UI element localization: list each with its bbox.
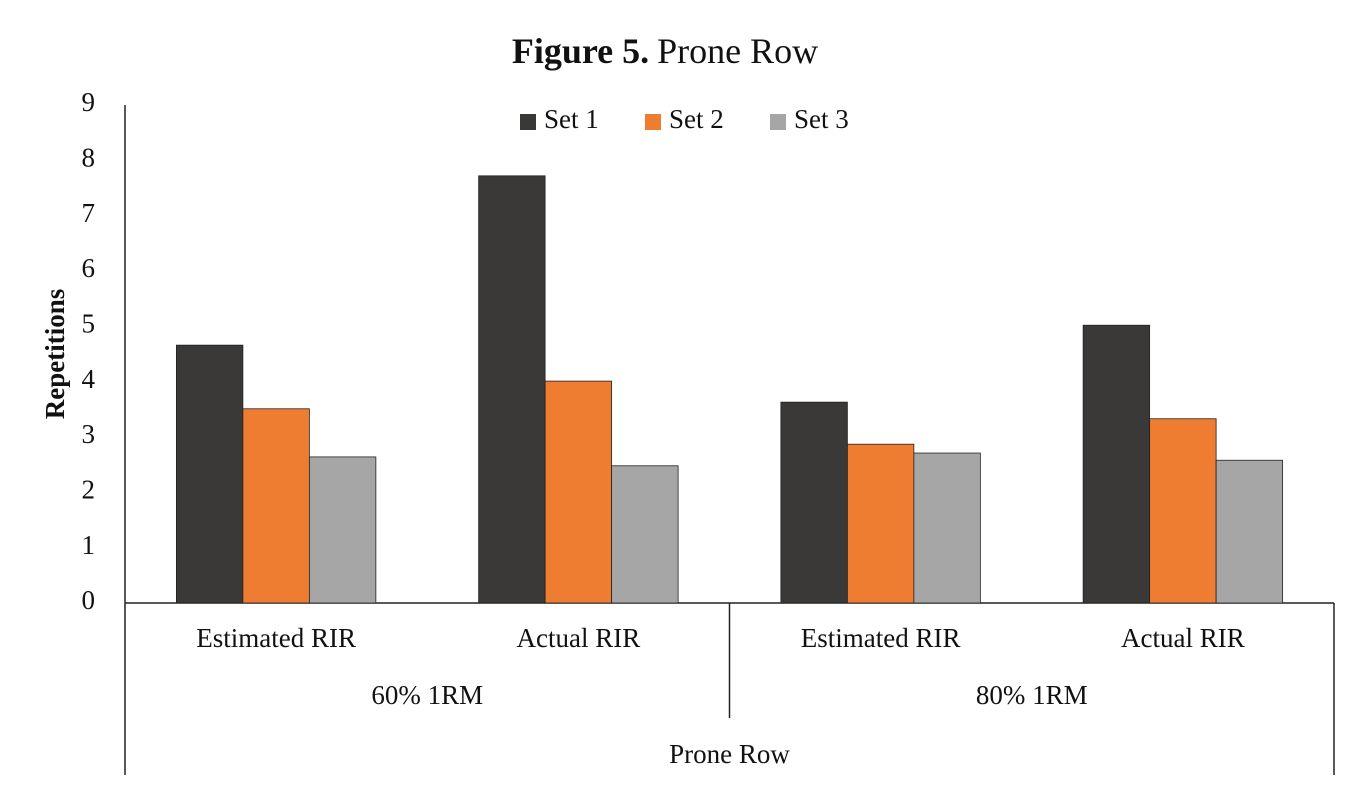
y-axis-label: Repetitions (40, 289, 70, 420)
bar (1149, 418, 1217, 604)
legend-label: Set 3 (794, 104, 849, 134)
title-label: Figure 5. (512, 31, 649, 71)
y-tick-label: 2 (82, 475, 96, 505)
legend-swatch (770, 114, 786, 130)
bar (242, 408, 310, 604)
bar (478, 175, 546, 604)
group-label: 60% 1RM (371, 680, 483, 710)
bar (308, 456, 377, 604)
bar (175, 344, 244, 604)
bar (611, 465, 679, 604)
bar (544, 380, 613, 604)
legend-swatch (645, 114, 661, 130)
bar (1215, 459, 1284, 604)
bar (780, 401, 848, 604)
x-tick-label: Estimated RIR (801, 623, 961, 653)
y-tick-label: 6 (82, 253, 96, 283)
x-tick-label: Actual RIR (1121, 623, 1245, 653)
bar (846, 443, 915, 604)
title-text: Prone Row (657, 31, 818, 71)
y-tick-label: 1 (82, 530, 96, 560)
bar (1082, 324, 1151, 604)
y-tick-label: 3 (82, 419, 96, 449)
group-label: 80% 1RM (976, 680, 1088, 710)
legend-label: Set 1 (544, 104, 599, 134)
y-tick-label: 5 (82, 309, 96, 339)
y-tick-label: 4 (82, 364, 96, 394)
y-tick-label: 7 (82, 198, 96, 228)
legend-swatch (520, 114, 536, 130)
x-tick-label: Estimated RIR (196, 623, 356, 653)
legend-label: Set 2 (669, 104, 724, 134)
x-tick-label: Actual RIR (517, 623, 641, 653)
y-tick-label: 9 (82, 87, 96, 117)
y-tick-label: 8 (82, 143, 96, 173)
chart-title: Figure 5. Prone Row (512, 31, 818, 71)
bar (913, 452, 981, 604)
supergroup-label: Prone Row (669, 739, 790, 769)
y-tick-label: 0 (82, 585, 96, 615)
